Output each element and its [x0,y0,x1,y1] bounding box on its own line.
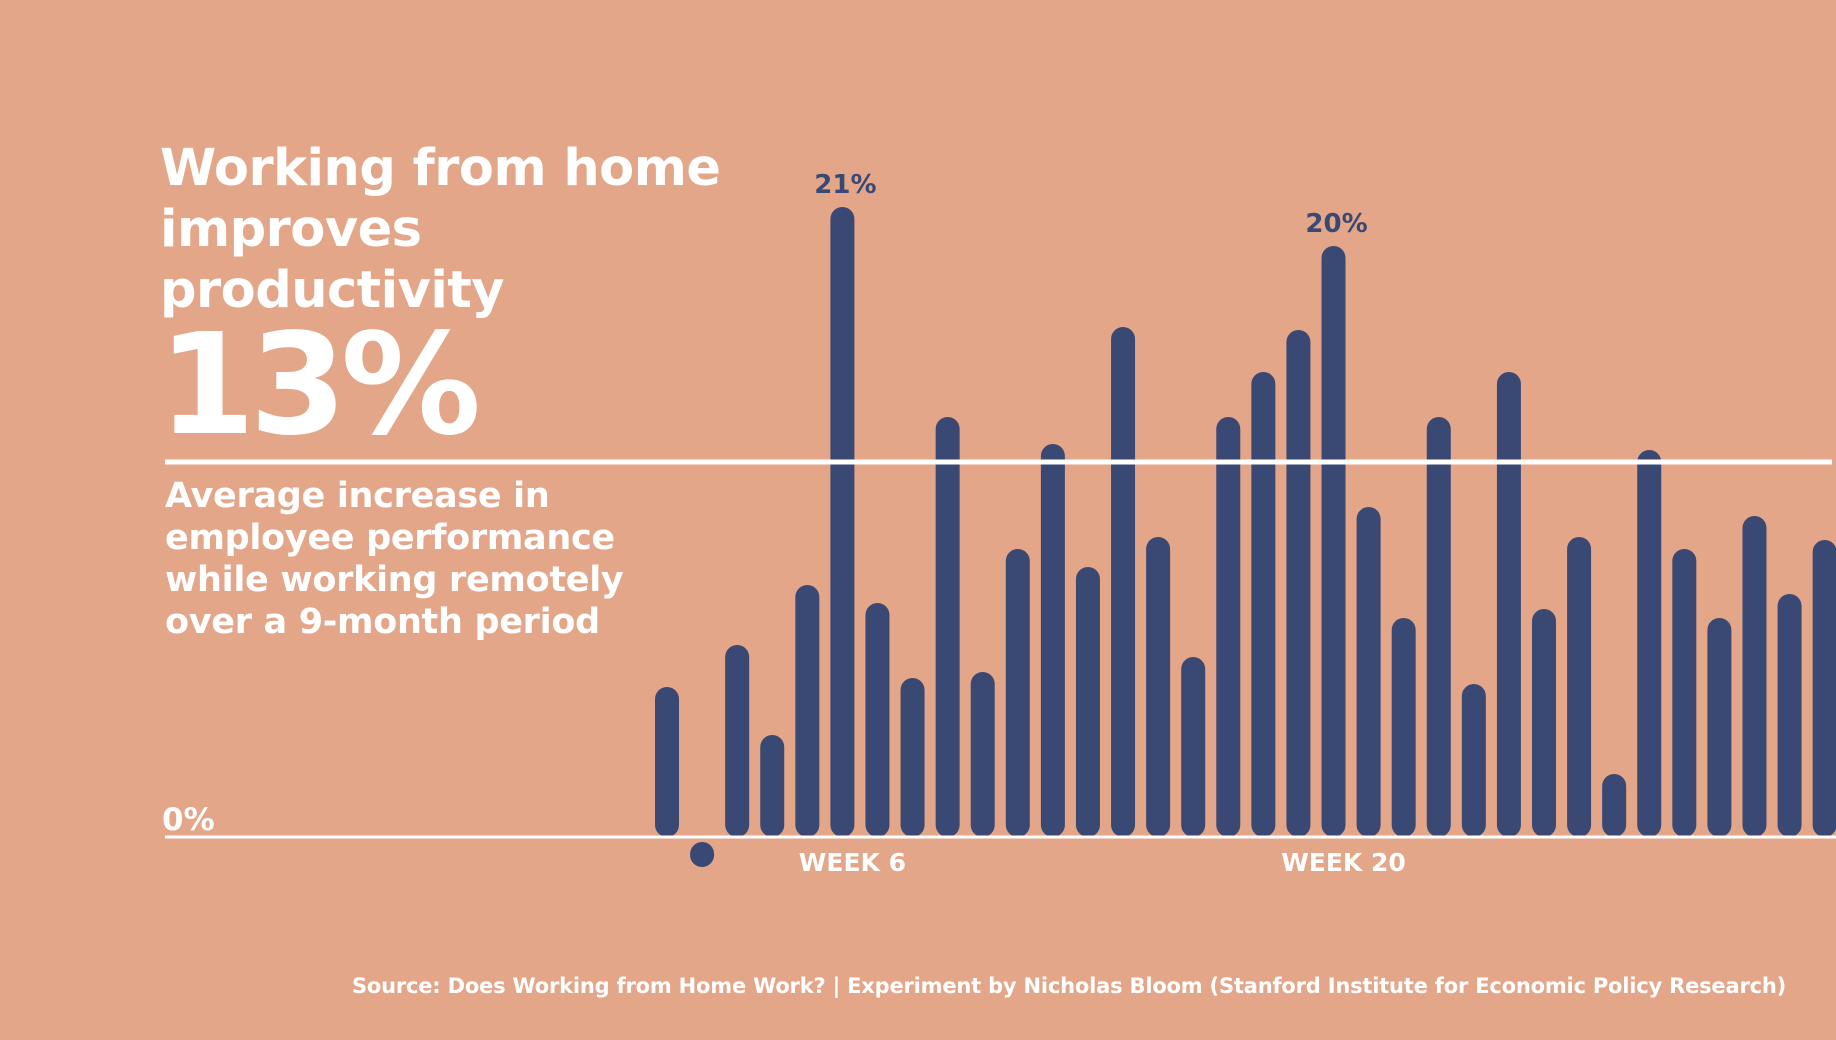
bar-24 [1461,684,1486,837]
stat-description: Average increase in employee performance… [165,476,624,642]
bar-31 [1707,618,1732,837]
bar-13 [1075,567,1100,837]
bar-4 [760,735,785,837]
zero-axis-label: 0% [162,802,215,838]
labels-group: 21% 20% WEEK 6 WEEK 20 [799,170,1406,877]
bar-22 [1391,618,1416,837]
bar-33 [1777,594,1802,837]
chart-title: Working from home improves productivity [160,139,721,320]
bar-29 [1637,450,1662,837]
bar-20 [1321,246,1346,837]
bar-11 [1005,549,1030,837]
headline-stat: 13% [158,304,481,467]
bar-14 [1111,327,1136,837]
bar-5 [795,585,820,837]
data-label-19: 20% [1305,209,1367,239]
bar-21 [1356,507,1381,837]
bar-26 [1532,609,1556,837]
x-tick-label-19: WEEK 20 [1281,848,1406,877]
x-tick-label-5: WEEK 6 [799,848,906,877]
bar-30 [1672,549,1697,837]
bar-28 [1602,774,1627,837]
bar-12 [1040,444,1065,837]
bar-7 [865,603,890,837]
bar-23 [1426,417,1451,837]
bar-17 [1216,417,1241,837]
bar-18 [1251,372,1276,837]
bar-16 [1181,657,1206,837]
bar-15 [1146,537,1171,837]
bar-1 [655,687,679,837]
data-label-5: 21% [814,170,876,200]
bar-3 [725,645,750,837]
bar-9 [935,417,960,837]
bar-34 [1812,540,1836,837]
bar-2 [690,842,715,867]
bar-19 [1286,330,1311,837]
bar-25 [1496,372,1521,837]
bar-6 [830,207,855,837]
bar-32 [1742,516,1767,837]
bar-27 [1567,537,1592,837]
bars-group [655,207,1836,867]
bar-10 [970,672,995,837]
source-note: Source: Does Working from Home Work? | E… [351,974,1786,998]
bar-8 [900,678,925,837]
